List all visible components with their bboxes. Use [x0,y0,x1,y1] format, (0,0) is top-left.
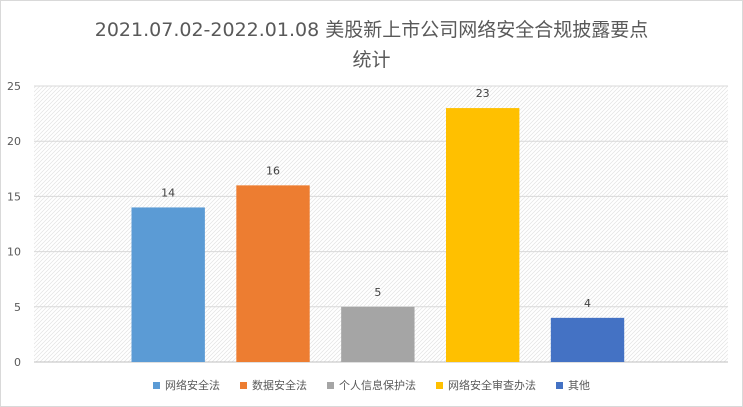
bar [550,317,625,362]
y-tick-label: 15 [7,190,21,203]
legend-label: 网络安全法 [165,379,220,392]
legend-label: 个人信息保护法 [339,379,416,392]
legend-swatch [556,381,563,389]
legend-item: 数据安全法 [240,377,307,393]
legend-item: 个人信息保护法 [327,377,416,393]
data-label: 14 [161,186,175,199]
legend: 网络安全法 数据安全法 个人信息保护法 网络安全审查办法 其他 [1,377,742,393]
y-tick-label: 5 [14,301,21,314]
bar [236,185,310,362]
bar [341,306,415,362]
legend-swatch [240,381,247,389]
data-label: 23 [476,87,490,100]
chart-title: 2021.07.02-2022.01.08 美股新上市公司网络安全合规披露要点 … [1,15,742,75]
legend-swatch [436,381,443,389]
bar [445,108,520,362]
chart-title-line-1: 2021.07.02-2022.01.08 美股新上市公司网络安全合规披露要点 [94,19,649,41]
data-label: 5 [374,286,381,299]
legend-item: 网络安全法 [153,377,220,393]
legend-swatch [153,381,160,389]
y-tick-label: 0 [14,356,21,369]
chart-title-line-2: 统计 [352,49,391,71]
y-tick-label: 10 [7,246,21,259]
data-label: 4 [584,297,591,310]
legend-label: 网络安全审查办法 [448,379,536,392]
data-label: 16 [266,164,280,177]
y-tick-label: 25 [7,80,21,93]
legend-label: 数据安全法 [252,379,307,392]
legend-item: 网络安全审查办法 [436,377,536,393]
legend-item: 其他 [556,377,590,393]
bar [131,207,205,362]
legend-label: 其他 [568,379,590,392]
legend-swatch [327,381,334,389]
y-tick-label: 20 [7,135,21,148]
